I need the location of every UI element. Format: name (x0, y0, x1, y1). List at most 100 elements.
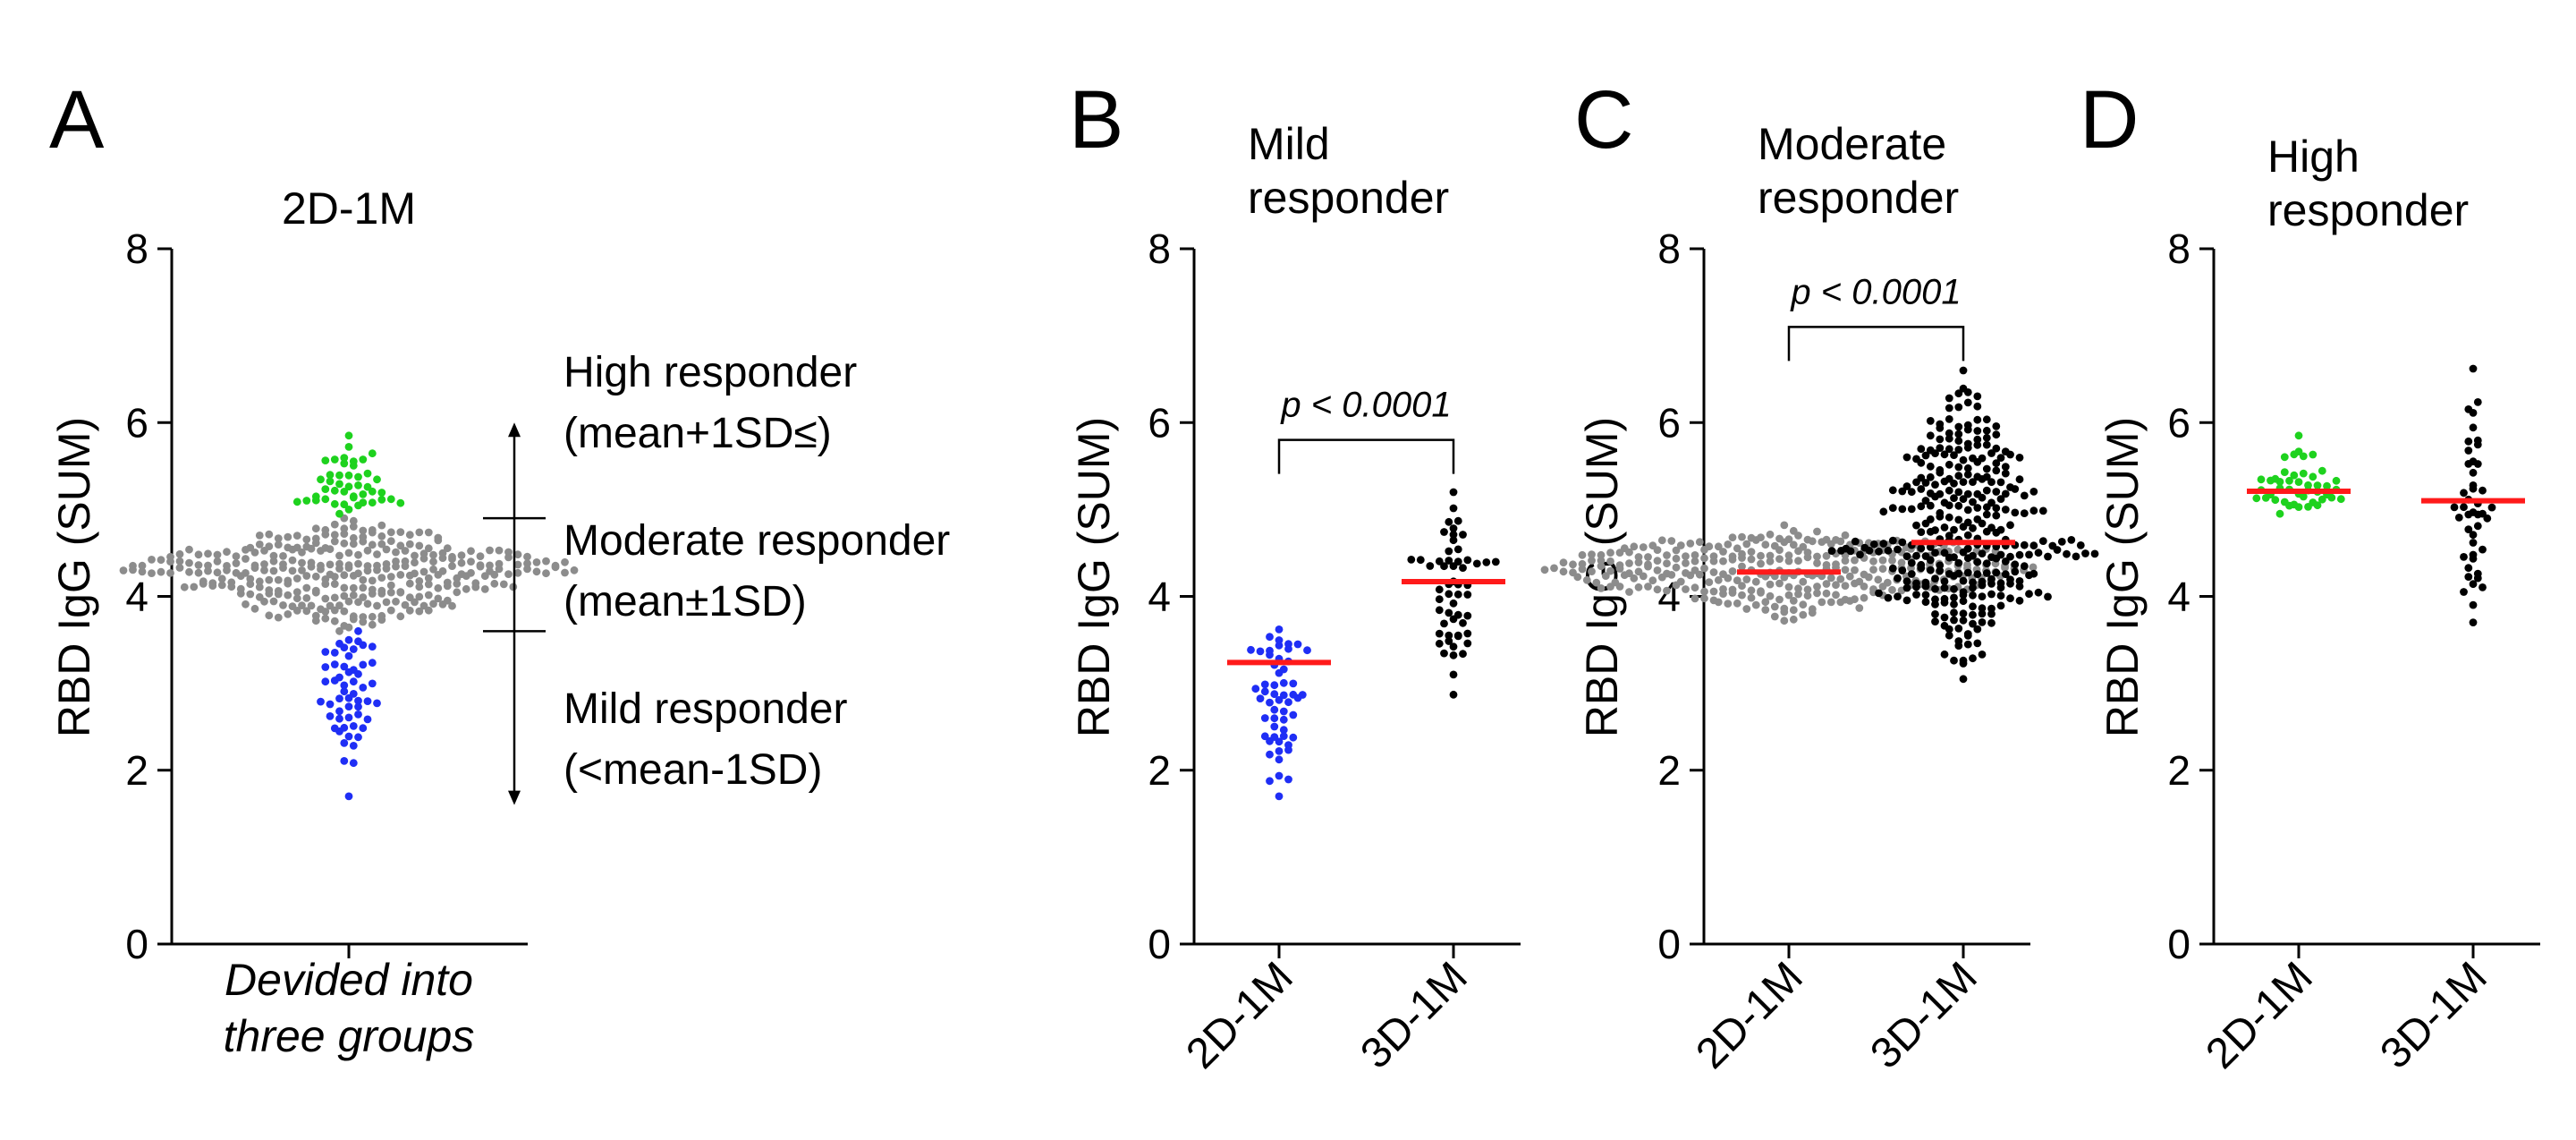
panel-c-3d-1m-point (1973, 427, 1982, 435)
panel-c-3d-1m-point (1954, 463, 1963, 472)
panel-b-y-tick-label: 8 (1148, 225, 1171, 272)
panel-c-3d-1m-point (2090, 549, 2099, 558)
panel-a-point (330, 660, 339, 668)
panel-a-point (377, 521, 386, 530)
panel-a-point (232, 559, 241, 567)
panel-c-3d-1m-point (2034, 549, 2043, 557)
panel-a-x-note-line-1: Devided into (225, 955, 473, 1005)
panel-a-point (292, 498, 301, 506)
panel-c-x-tick-label: 3D-1M (1861, 953, 1986, 1077)
panel-c-3d-1m-point (1982, 569, 1991, 577)
panel-c-3d-1m-point (1902, 453, 1911, 462)
panel-c-3d-1m-point (2020, 491, 2029, 500)
panel-c-3d-1m-point (1959, 675, 1968, 684)
panel-b-2d-1m-point (1270, 722, 1279, 731)
panel-c-3d-1m-point (1954, 488, 1963, 497)
panel-c-3d-1m-point (1926, 515, 1935, 523)
panel-c-significance-bracket (1787, 326, 1965, 362)
panel-c-3d-1m-point (1992, 511, 2001, 520)
panel-c-3d-1m-point (1996, 454, 2005, 462)
panel-c-3d-1m-point (1992, 422, 2001, 430)
panel-c-3d-1m-point (1907, 570, 1916, 578)
panel-b-x-tick-label: 3D-1M (1352, 953, 1476, 1077)
panel-c-3d-1m-point (1931, 584, 1939, 593)
panel-b-3d-1m-point (1426, 562, 1435, 570)
panel-a-point (340, 524, 349, 533)
panel-c-3d-1m-point (1950, 451, 1958, 459)
panel-c-3d-1m-point (1950, 616, 1958, 625)
panel-c-3d-1m-point (1973, 435, 1982, 444)
panel-a-point (415, 592, 424, 601)
panel-c-3d-1m-point (2015, 596, 2024, 605)
panel-c-3d-1m-point (2011, 567, 2020, 576)
panel-c-3d-1m-point (1912, 579, 1920, 588)
panel-c-2d-1m-point (1700, 564, 1708, 573)
panel-a-point (255, 592, 264, 601)
panel-c-3d-1m-point (1907, 558, 1916, 567)
panel-c-2d-1m-point (1813, 589, 1821, 598)
panel-c-3d-1m-point (1940, 583, 1949, 592)
panel-c-3d-1m-point (1931, 617, 1939, 625)
panel-b-3d-1m-point (1435, 606, 1444, 615)
panel-a-point (396, 588, 405, 596)
panel-b-2d-1m-point (1289, 679, 1298, 688)
panel-a-point (349, 722, 358, 730)
range-arrow-down-head (508, 790, 521, 805)
panel-c-2d-1m-point (1789, 615, 1798, 624)
panel-c-3d-1m-point (2076, 541, 2085, 549)
panel-c-2d-1m-point (1770, 602, 1779, 611)
panel-a-point (349, 583, 358, 592)
panel-c-2d-1m-point (1775, 555, 1784, 563)
panel-c-3d-1m-point (2038, 506, 2047, 515)
panel-c-3d-1m-point (2044, 552, 2052, 561)
panel-c-3d-1m-point (1992, 444, 2001, 453)
panel-b-3d-1m-point (1453, 557, 1462, 566)
panel-c-3d-1m-point (1978, 549, 1987, 557)
panel-b-3d-1m-point (1453, 516, 1462, 525)
panel-c-2d-1m-point (1663, 551, 1671, 559)
panel-a-point (335, 626, 343, 635)
panel-b-2d-1m-point (1260, 732, 1269, 741)
panel-c-3d-1m-point (1950, 494, 1958, 502)
panel-b-3d-1m-point (1440, 649, 1448, 658)
panel-b-3d-1m-point (1445, 547, 1453, 556)
panel-c-3d-1m-point (2015, 577, 2024, 585)
panel-a-point (513, 550, 522, 559)
panel-c-2d-1m-point (1733, 599, 1741, 608)
panel-a-point (434, 583, 443, 592)
panel-a-point (377, 611, 386, 620)
panel-c-2d-1m-point (1634, 553, 1643, 561)
panel-c-2d-1m-point (1559, 558, 1568, 567)
panel-c-2d-1m-point (1682, 552, 1690, 560)
panel-b-2d-1m-point (1256, 694, 1265, 702)
panel-c-3d-1m-point (1963, 464, 1972, 472)
panel-a-point (255, 532, 264, 540)
panel-a-point (386, 495, 395, 504)
panel-c-3d-1m-point (2001, 489, 2010, 498)
panel-c-2d-1m-point (1597, 584, 1606, 592)
panel-b-3d-1m-point (1445, 631, 1453, 640)
panel-c-2d-1m-point (1597, 562, 1606, 570)
panel-c-3d-1m-point (1884, 593, 1893, 602)
panel-c-2d-1m-point (1747, 555, 1756, 564)
panel-d-2d-1m-point (2275, 509, 2284, 518)
panel-c-2d-1m-point (1813, 527, 1821, 536)
panel-b-3d-1m-point (1463, 629, 1472, 638)
panel-b-2d-1m-point (1293, 640, 1302, 649)
panel-c-3d-1m-point (1931, 595, 1939, 604)
panel-c-3d-1m-point (2006, 483, 2014, 491)
panel-c-3d-1m-point (1996, 525, 2005, 534)
panel-b-2d-1m-point (1247, 645, 1255, 654)
panel-c-3d-1m-point (1856, 550, 1864, 559)
panel-c-2d-1m-point (1789, 526, 1798, 535)
panel-b-2d-1m-point (1270, 733, 1279, 741)
panel-c-3d-1m-point (1969, 591, 1977, 600)
panel-b-3d-1m-point (1453, 590, 1462, 599)
panel-c-2d-1m-point (1709, 552, 1718, 560)
panel-c-3d-1m-point (1940, 498, 1949, 507)
panel-c-3d-1m-point (1959, 366, 1968, 375)
panel-b-3d-1m-point (1407, 556, 1416, 564)
panel-c-2d-1m-point (1742, 540, 1751, 549)
panel-c-2d-1m-point (1757, 587, 1765, 596)
panel-b-3d-1m-point (1453, 610, 1462, 619)
